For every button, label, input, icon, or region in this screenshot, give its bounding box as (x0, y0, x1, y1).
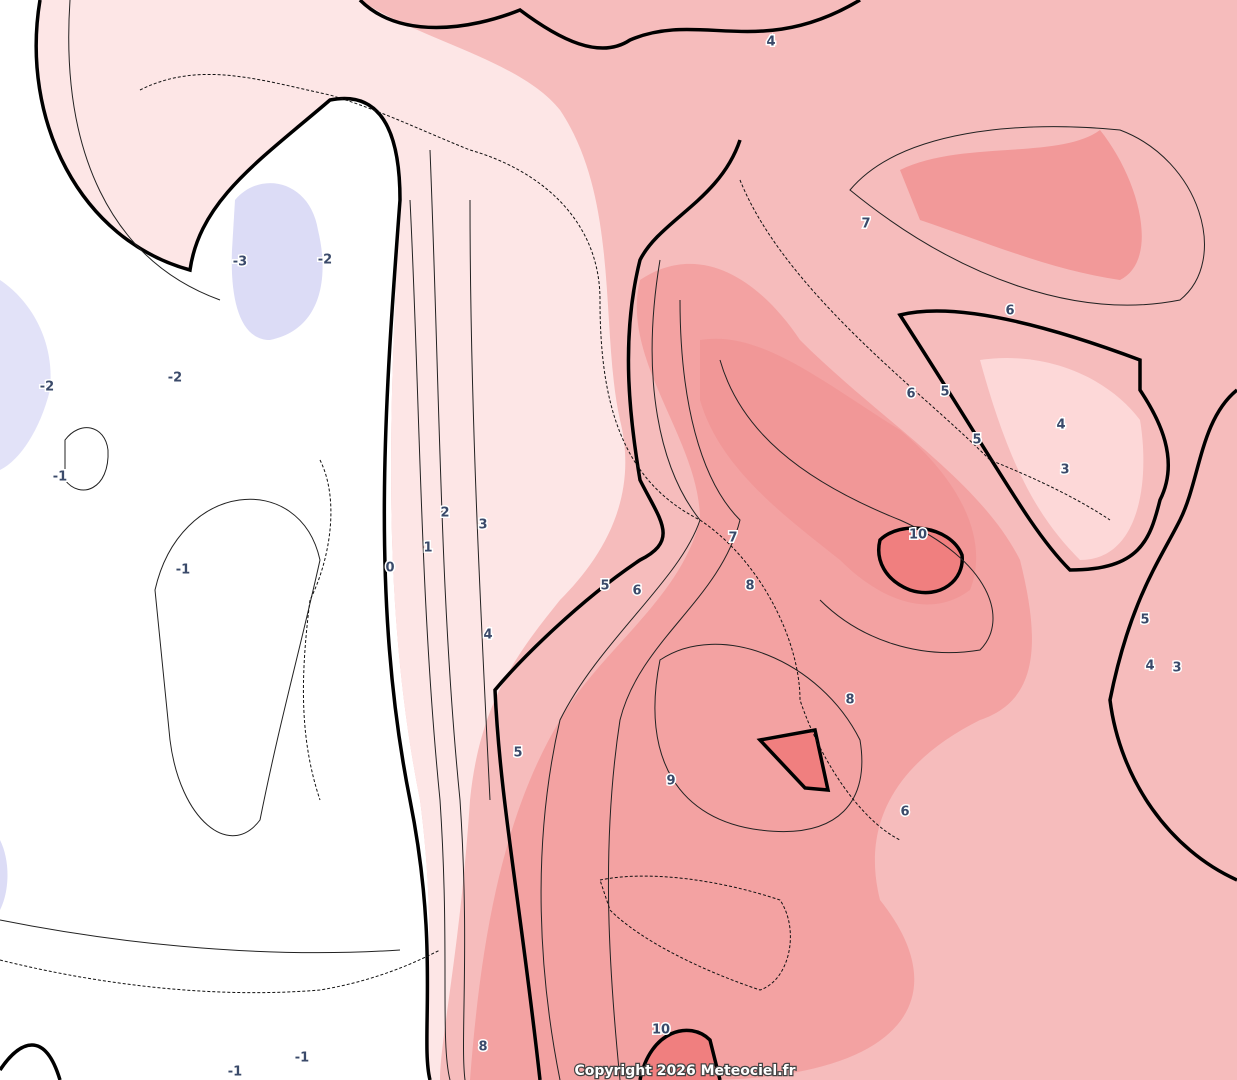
coastline (139, 73, 901, 841)
coastline (0, 949, 441, 994)
isoline (469, 199, 491, 801)
contour-label: -1 (53, 470, 67, 485)
contour-label: -3 (233, 255, 247, 270)
light-region (36, 0, 626, 1080)
contour-label: 5 (1140, 613, 1149, 628)
contour-label: 10 (652, 1023, 670, 1038)
contour-label: -1 (228, 1065, 242, 1080)
contour-label: 5 (513, 746, 522, 761)
contour-label: 3 (1172, 661, 1181, 676)
isoline (607, 299, 741, 1080)
hot-spot (878, 528, 963, 593)
contour-label: -2 (318, 253, 332, 268)
contour-label: 1 (423, 541, 432, 556)
contour-label: 6 (1005, 304, 1014, 319)
contour-label: 3 (1060, 463, 1069, 478)
isoline (68, 0, 221, 301)
contour-label: 5 (600, 579, 609, 594)
zero-contour (34, 0, 432, 1080)
isoline (409, 199, 451, 1080)
contour-label: 8 (845, 693, 854, 708)
contour-label: 4 (1145, 659, 1154, 674)
contour-label: 7 (728, 531, 737, 546)
contour (897, 309, 1170, 572)
isoline (654, 643, 863, 832)
coastline (599, 875, 791, 991)
cold-spot (0, 840, 8, 910)
isoline (0, 919, 401, 954)
contour-label: 3 (478, 518, 487, 533)
contour-label: 2 (440, 506, 449, 521)
contour-label: 5 (940, 385, 949, 400)
contour-label: 6 (906, 387, 915, 402)
isoline (719, 359, 994, 653)
contour-label: 4 (766, 35, 775, 50)
contour-label: 8 (478, 1040, 487, 1055)
contour-label: 9 (666, 774, 675, 789)
contour-label: 0 (385, 561, 394, 576)
isoline (540, 259, 701, 1080)
contour (756, 727, 831, 792)
contour (493, 139, 742, 1080)
contour-label: 4 (483, 628, 492, 643)
contour-label: -1 (176, 563, 190, 578)
contour-label: 5 (972, 433, 981, 448)
contour (358, 0, 861, 50)
cold-spot (231, 183, 323, 340)
contour-label: 6 (632, 584, 641, 599)
contour-label: 8 (745, 579, 754, 594)
light-region (980, 358, 1144, 560)
contour (1108, 388, 1237, 882)
warm-core (900, 130, 1142, 280)
contour (638, 1028, 722, 1080)
copyright: Copyright 2026 Meteociel.fr (574, 1063, 795, 1079)
isoline (64, 427, 109, 491)
contour (0, 1043, 62, 1080)
hot-spot (760, 730, 828, 790)
contour-label: -2 (40, 380, 54, 395)
contour-label: -2 (168, 371, 182, 386)
contour-label: -1 (295, 1051, 309, 1066)
contour-label: 10 (909, 528, 927, 543)
isoline (429, 149, 466, 1080)
coastline (302, 459, 332, 801)
isoline (154, 498, 321, 837)
contour-label: 6 (900, 805, 909, 820)
contour-label: 4 (1056, 418, 1065, 433)
cold-spot (0, 280, 51, 470)
isoline (849, 126, 1205, 306)
coastline (739, 179, 1111, 521)
contour (877, 526, 964, 595)
contour-label: 7 (861, 217, 870, 232)
